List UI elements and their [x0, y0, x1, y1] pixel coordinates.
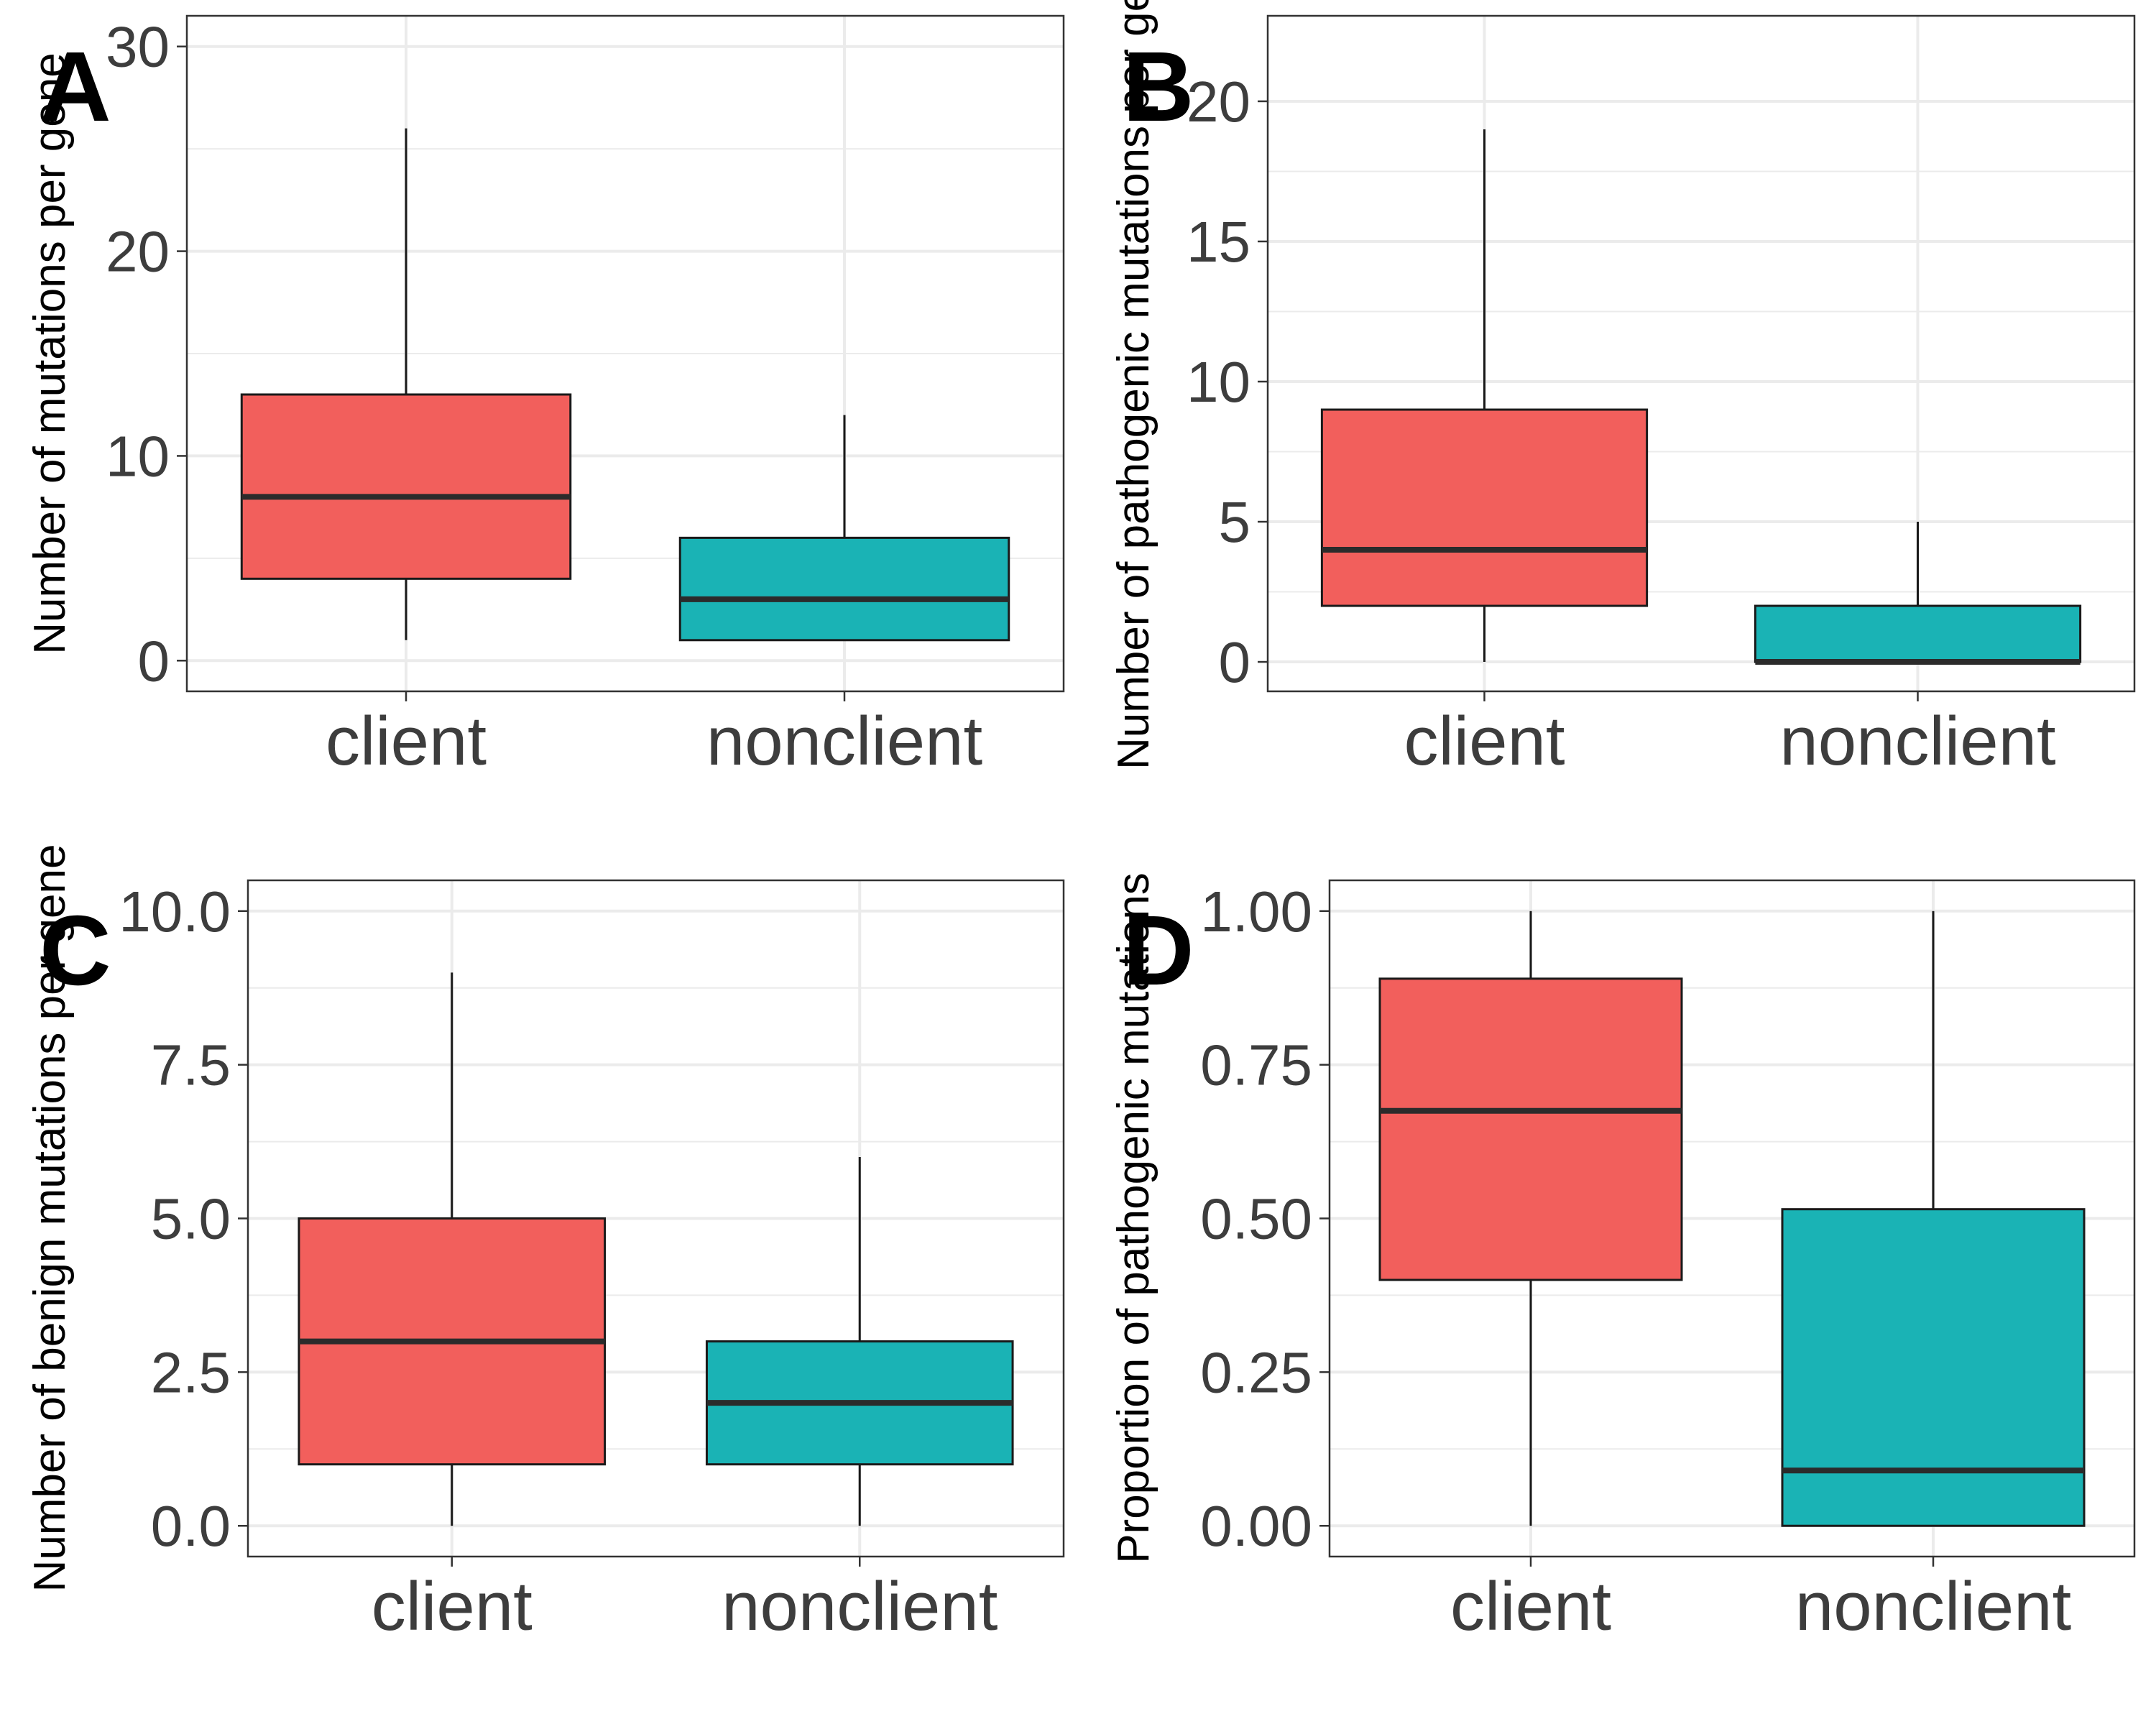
panel-border — [1266, 14, 2136, 693]
y-tick-label: 2.5 — [151, 1340, 231, 1404]
box-iqr — [1781, 1208, 2086, 1527]
y-tick-label: 1.00 — [1200, 880, 1312, 944]
panel-d: 0.00 0.25 0.50 0.75 1.00 client nonclient Propo… — [1109, 872, 2136, 1645]
y-axis-title: Proportion of pathogenic mutations — [1109, 872, 1158, 1564]
x-tick-label: client — [1450, 1568, 1611, 1645]
y-tick-label: 20 — [106, 220, 170, 284]
y-tick-label: 5.0 — [151, 1187, 231, 1251]
y-tick-label: 7.5 — [151, 1033, 231, 1097]
panel-label: C — [40, 895, 111, 1006]
y-tick-label: 0.75 — [1200, 1033, 1312, 1097]
y-tick-label: 5 — [1219, 490, 1251, 554]
x-tick-label: nonclient — [722, 1568, 998, 1645]
box-iqr — [240, 393, 572, 580]
y-tick-label: 15 — [1187, 210, 1250, 274]
box-nonclient — [1781, 911, 2086, 1527]
y-tick-label: 0.0 — [151, 1494, 231, 1558]
y-tick-label: 0.25 — [1200, 1340, 1312, 1404]
y-tick-label: 20 — [1187, 70, 1250, 134]
box-client — [240, 128, 572, 640]
box-client — [1378, 911, 1683, 1526]
x-tick-label: nonclient — [1779, 703, 2055, 780]
panel-label: A — [40, 32, 111, 142]
y-tick-label: 10 — [106, 424, 170, 488]
box-nonclient — [678, 415, 1010, 642]
y-tick-label: 0.00 — [1200, 1494, 1312, 1558]
x-tick-label: client — [326, 703, 487, 780]
box-nonclient — [1754, 522, 2082, 665]
box-client — [1320, 129, 1649, 663]
box-nonclient — [705, 1156, 1014, 1526]
x-tick-label: nonclient — [706, 703, 982, 780]
box-client — [298, 972, 607, 1526]
panel-label: B — [1123, 32, 1194, 142]
y-tick-label: 0 — [138, 629, 170, 693]
panel-label: D — [1123, 895, 1194, 1006]
x-tick-label: client — [1404, 703, 1565, 780]
panel-a: 0 10 20 30 client nonclient Number of mutation… — [25, 14, 1065, 780]
y-tick-label: 10.0 — [119, 880, 231, 944]
y-tick-label: 0.50 — [1200, 1187, 1312, 1251]
x-tick-label: client — [372, 1568, 533, 1645]
panel-b: 0 5 10 15 20 client nonclient Number of pathoge… — [1109, 0, 2136, 780]
panel-c: 0.0 2.5 5.0 7.5 10.0 client nonclient Number of… — [25, 844, 1065, 1645]
box-iqr — [1754, 604, 2082, 663]
x-tick-label: nonclient — [1795, 1568, 2071, 1645]
y-axis-title: Number of benign mutations per gene — [25, 844, 75, 1592]
box-iqr — [678, 536, 1010, 642]
y-tick-label: 30 — [106, 15, 170, 79]
y-axis-title: Number of mutations per gene — [25, 52, 75, 654]
y-tick-label: 10 — [1187, 350, 1250, 414]
y-tick-label: 0 — [1219, 630, 1251, 694]
y-axis-title: Number of pathogenic mutations per gene — [1109, 0, 1158, 770]
box-iqr — [1378, 977, 1683, 1281]
panel-border — [185, 14, 1065, 693]
box-iqr — [1320, 408, 1649, 607]
